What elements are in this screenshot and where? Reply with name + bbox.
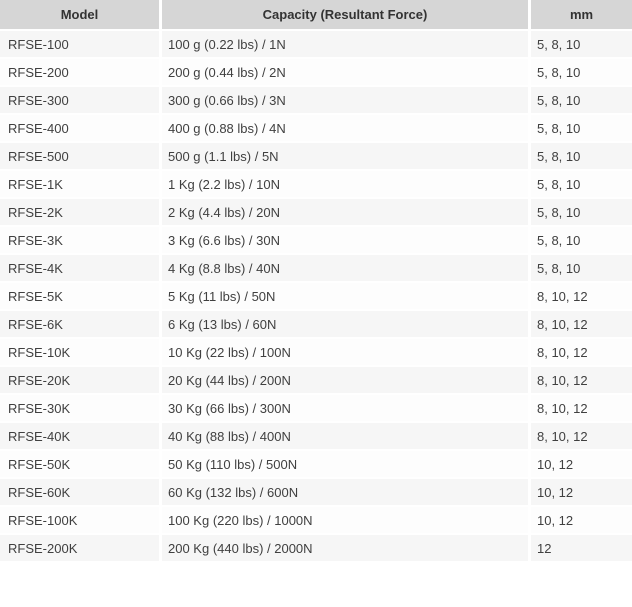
table-row: RFSE-4K 4 Kg (8.8 lbs) / 40N 5, 8, 10 xyxy=(0,255,632,283)
table-row: RFSE-40K 40 Kg (88 lbs) / 400N 8, 10, 12 xyxy=(0,423,632,451)
cell-mm: 8, 10, 12 xyxy=(531,367,632,395)
cell-mm: 12 xyxy=(531,535,632,563)
spec-table-header: Model Capacity (Resultant Force) mm xyxy=(0,0,632,31)
table-row: RFSE-50K 50 Kg (110 lbs) / 500N 10, 12 xyxy=(0,451,632,479)
cell-model: RFSE-200K xyxy=(0,535,162,563)
cell-capacity: 20 Kg (44 lbs) / 200N xyxy=(162,367,531,395)
cell-mm: 5, 8, 10 xyxy=(531,59,632,87)
table-row: RFSE-3K 3 Kg (6.6 lbs) / 30N 5, 8, 10 xyxy=(0,227,632,255)
spec-table-body: RFSE-100 100 g (0.22 lbs) / 1N 5, 8, 10 … xyxy=(0,31,632,563)
cell-model: RFSE-2K xyxy=(0,199,162,227)
cell-mm: 5, 8, 10 xyxy=(531,115,632,143)
cell-model: RFSE-100K xyxy=(0,507,162,535)
table-row: RFSE-10K 10 Kg (22 lbs) / 100N 8, 10, 12 xyxy=(0,339,632,367)
cell-mm: 8, 10, 12 xyxy=(531,395,632,423)
cell-capacity: 500 g (1.1 lbs) / 5N xyxy=(162,143,531,171)
table-row: RFSE-100 100 g (0.22 lbs) / 1N 5, 8, 10 xyxy=(0,31,632,59)
cell-model: RFSE-3K xyxy=(0,227,162,255)
cell-mm: 8, 10, 12 xyxy=(531,283,632,311)
column-header-capacity: Capacity (Resultant Force) xyxy=(162,0,531,31)
cell-capacity: 40 Kg (88 lbs) / 400N xyxy=(162,423,531,451)
cell-mm: 5, 8, 10 xyxy=(531,143,632,171)
table-row: RFSE-20K 20 Kg (44 lbs) / 200N 8, 10, 12 xyxy=(0,367,632,395)
cell-model: RFSE-4K xyxy=(0,255,162,283)
cell-mm: 5, 8, 10 xyxy=(531,171,632,199)
cell-mm: 5, 8, 10 xyxy=(531,199,632,227)
cell-model: RFSE-1K xyxy=(0,171,162,199)
cell-model: RFSE-50K xyxy=(0,451,162,479)
cell-capacity: 100 Kg (220 lbs) / 1000N xyxy=(162,507,531,535)
table-row: RFSE-30K 30 Kg (66 lbs) / 300N 8, 10, 12 xyxy=(0,395,632,423)
cell-mm: 10, 12 xyxy=(531,507,632,535)
cell-capacity: 50 Kg (110 lbs) / 500N xyxy=(162,451,531,479)
cell-capacity: 100 g (0.22 lbs) / 1N xyxy=(162,31,531,59)
table-row: RFSE-6K 6 Kg (13 lbs) / 60N 8, 10, 12 xyxy=(0,311,632,339)
cell-model: RFSE-10K xyxy=(0,339,162,367)
cell-capacity: 60 Kg (132 lbs) / 600N xyxy=(162,479,531,507)
cell-mm: 5, 8, 10 xyxy=(531,87,632,115)
table-row: RFSE-400 400 g (0.88 lbs) / 4N 5, 8, 10 xyxy=(0,115,632,143)
cell-capacity: 30 Kg (66 lbs) / 300N xyxy=(162,395,531,423)
cell-model: RFSE-400 xyxy=(0,115,162,143)
table-row: RFSE-200 200 g (0.44 lbs) / 2N 5, 8, 10 xyxy=(0,59,632,87)
cell-mm: 8, 10, 12 xyxy=(531,311,632,339)
cell-model: RFSE-60K xyxy=(0,479,162,507)
cell-model: RFSE-30K xyxy=(0,395,162,423)
cell-capacity: 200 g (0.44 lbs) / 2N xyxy=(162,59,531,87)
cell-capacity: 4 Kg (8.8 lbs) / 40N xyxy=(162,255,531,283)
cell-mm: 5, 8, 10 xyxy=(531,31,632,59)
cell-capacity: 5 Kg (11 lbs) / 50N xyxy=(162,283,531,311)
cell-mm: 8, 10, 12 xyxy=(531,339,632,367)
column-header-mm: mm xyxy=(531,0,632,31)
table-row: RFSE-1K 1 Kg (2.2 lbs) / 10N 5, 8, 10 xyxy=(0,171,632,199)
cell-mm: 5, 8, 10 xyxy=(531,255,632,283)
cell-mm: 10, 12 xyxy=(531,451,632,479)
spec-table: Model Capacity (Resultant Force) mm RFSE… xyxy=(0,0,632,563)
cell-mm: 8, 10, 12 xyxy=(531,423,632,451)
table-row: RFSE-2K 2 Kg (4.4 lbs) / 20N 5, 8, 10 xyxy=(0,199,632,227)
cell-model: RFSE-100 xyxy=(0,31,162,59)
cell-capacity: 200 Kg (440 lbs) / 2000N xyxy=(162,535,531,563)
cell-model: RFSE-5K xyxy=(0,283,162,311)
cell-mm: 5, 8, 10 xyxy=(531,227,632,255)
table-row: RFSE-200K 200 Kg (440 lbs) / 2000N 12 xyxy=(0,535,632,563)
table-row: RFSE-300 300 g (0.66 lbs) / 3N 5, 8, 10 xyxy=(0,87,632,115)
cell-capacity: 6 Kg (13 lbs) / 60N xyxy=(162,311,531,339)
cell-capacity: 300 g (0.66 lbs) / 3N xyxy=(162,87,531,115)
table-row: RFSE-5K 5 Kg (11 lbs) / 50N 8, 10, 12 xyxy=(0,283,632,311)
cell-model: RFSE-6K xyxy=(0,311,162,339)
table-row: RFSE-60K 60 Kg (132 lbs) / 600N 10, 12 xyxy=(0,479,632,507)
cell-model: RFSE-40K xyxy=(0,423,162,451)
cell-capacity: 1 Kg (2.2 lbs) / 10N xyxy=(162,171,531,199)
table-row: RFSE-100K 100 Kg (220 lbs) / 1000N 10, 1… xyxy=(0,507,632,535)
cell-capacity: 2 Kg (4.4 lbs) / 20N xyxy=(162,199,531,227)
cell-model: RFSE-200 xyxy=(0,59,162,87)
header-row: Model Capacity (Resultant Force) mm xyxy=(0,0,632,31)
table-row: RFSE-500 500 g (1.1 lbs) / 5N 5, 8, 10 xyxy=(0,143,632,171)
cell-model: RFSE-300 xyxy=(0,87,162,115)
cell-mm: 10, 12 xyxy=(531,479,632,507)
cell-model: RFSE-500 xyxy=(0,143,162,171)
cell-capacity: 400 g (0.88 lbs) / 4N xyxy=(162,115,531,143)
cell-capacity: 3 Kg (6.6 lbs) / 30N xyxy=(162,227,531,255)
cell-capacity: 10 Kg (22 lbs) / 100N xyxy=(162,339,531,367)
cell-model: RFSE-20K xyxy=(0,367,162,395)
column-header-model: Model xyxy=(0,0,162,31)
